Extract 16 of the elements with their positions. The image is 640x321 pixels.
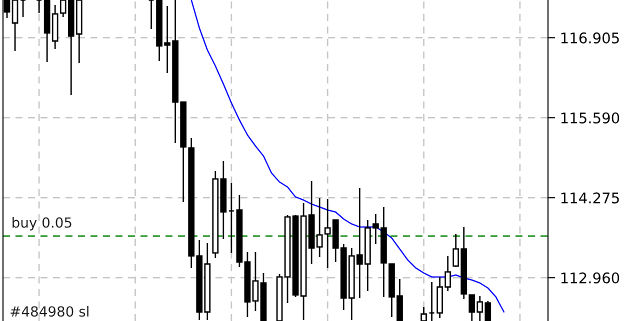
line-series: [190, 0, 505, 313]
y-tick-label: 114.275: [561, 192, 619, 204]
candlestick: [36, 0, 42, 14]
candlestick: [228, 182, 235, 254]
candlestick: [12, 0, 18, 52]
candlestick: [20, 0, 26, 18]
candlestick: [252, 251, 259, 312]
candlestick: [316, 197, 323, 258]
ref-line-label: buy 0.05: [12, 217, 72, 230]
y-tick-label: 112.960: [561, 272, 620, 284]
candlestick: [148, 0, 154, 30]
candlestick: [420, 306, 427, 321]
y-tick-label: 116.905: [561, 32, 619, 44]
annotation: #484980 sl: [10, 306, 88, 317]
candlestick: [428, 281, 435, 321]
y-tick-label: 115.590: [561, 112, 620, 124]
